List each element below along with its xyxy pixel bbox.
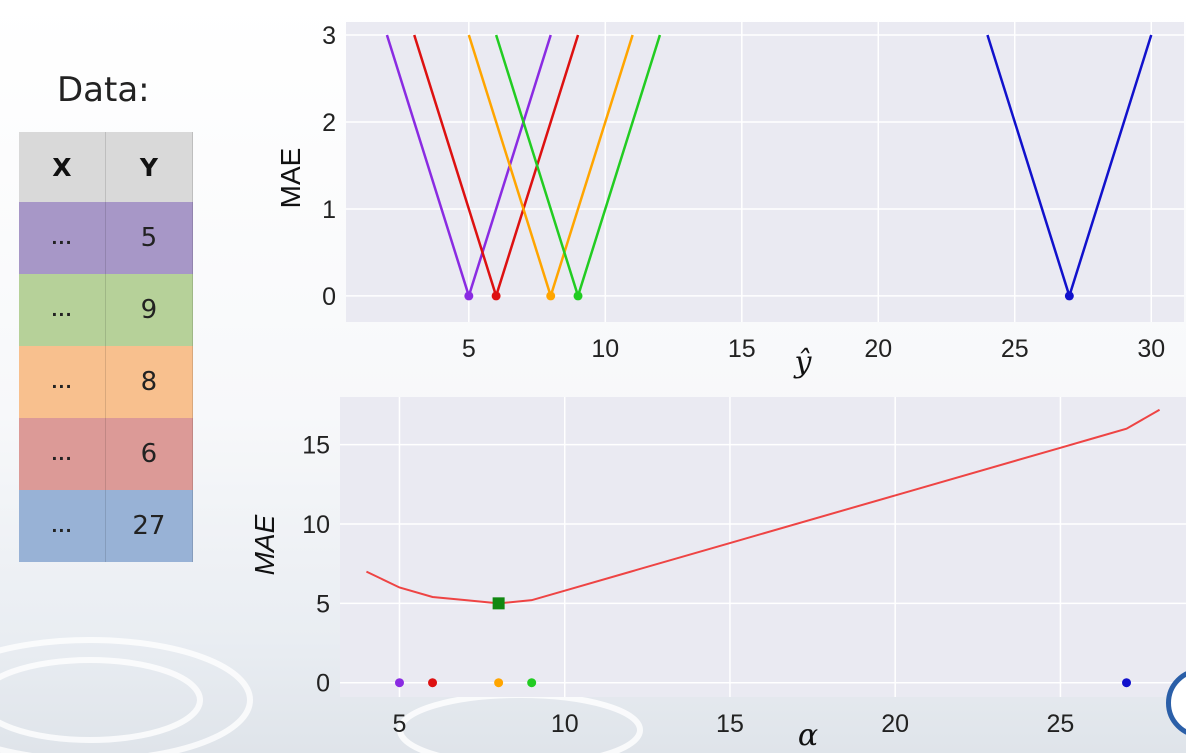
loss-curve bbox=[366, 408, 1161, 605]
x-tick-label: 15 bbox=[728, 335, 756, 363]
table-row: ... 27 bbox=[19, 490, 194, 562]
mae-vs-prediction-chart: 5 10 15 20 25 30 0 1 2 3 ŷ MAE bbox=[275, 22, 1184, 380]
cell-x: ... bbox=[19, 418, 106, 490]
y-tick-label: 15 bbox=[302, 432, 330, 460]
x-tick-label: 25 bbox=[1047, 710, 1075, 738]
x-tick-label: 5 bbox=[393, 710, 407, 738]
x-tick-label: 20 bbox=[881, 710, 909, 738]
x-axis-label: α bbox=[798, 718, 818, 753]
cell-y: 5 bbox=[105, 202, 194, 274]
table-row: ... 8 bbox=[19, 346, 194, 418]
y-tick-label: 10 bbox=[302, 511, 330, 539]
x-tick-label: 30 bbox=[1137, 335, 1165, 363]
data-point bbox=[1122, 678, 1132, 688]
cell-y: 8 bbox=[105, 346, 194, 418]
y-tick-label: 5 bbox=[316, 590, 330, 618]
table-row: ... 5 bbox=[19, 202, 194, 274]
x-tick-label: 10 bbox=[551, 710, 579, 738]
cell-x: ... bbox=[19, 346, 106, 418]
cell-y: 6 bbox=[105, 418, 194, 490]
mae-vs-alpha-chart: 5 10 15 20 25 0 5 10 15 α MAE bbox=[249, 397, 1186, 753]
cell-y: 9 bbox=[105, 274, 194, 346]
y-axis-label: MAE bbox=[275, 148, 306, 209]
x-tick-label: 20 bbox=[864, 335, 892, 363]
data-point bbox=[394, 678, 404, 688]
minimum-point bbox=[491, 291, 501, 301]
y-tick-label: 2 bbox=[322, 109, 336, 137]
table-row: ... 6 bbox=[19, 418, 194, 490]
x-axis-label: ŷ bbox=[793, 345, 813, 380]
x-tick-label: 25 bbox=[1001, 335, 1029, 363]
y-tick-label: 0 bbox=[322, 283, 336, 311]
table-header-row: X Y bbox=[19, 132, 194, 202]
x-tick-label: 5 bbox=[462, 335, 476, 363]
plot-area bbox=[340, 397, 1186, 697]
y-tick-label: 3 bbox=[322, 22, 336, 50]
cell-x: ... bbox=[19, 490, 106, 562]
data-table: X Y ... 5 ... 9 ... 8 ... 6 ... 27 bbox=[19, 132, 194, 562]
minimum-point bbox=[1064, 291, 1074, 301]
cell-x: ... bbox=[19, 202, 106, 274]
x-tick-label: 15 bbox=[716, 710, 744, 738]
header-x: X bbox=[19, 132, 106, 202]
minimum-marker bbox=[492, 597, 505, 610]
data-title: Data: bbox=[57, 70, 150, 110]
header-y: Y bbox=[105, 132, 194, 202]
x-tick-label: 10 bbox=[591, 335, 619, 363]
data-point bbox=[494, 678, 504, 688]
cell-y: 27 bbox=[105, 490, 194, 562]
table-row: ... 9 bbox=[19, 274, 194, 346]
plot-area bbox=[346, 22, 1184, 322]
minimum-point bbox=[573, 291, 583, 301]
data-point bbox=[428, 678, 438, 688]
y-tick-label: 0 bbox=[316, 670, 330, 698]
y-axis-label: MAE bbox=[249, 514, 280, 575]
data-point bbox=[527, 678, 537, 688]
y-tick-label: 1 bbox=[322, 196, 336, 224]
minimum-point bbox=[464, 291, 474, 301]
minimum-point bbox=[546, 291, 556, 301]
cell-x: ... bbox=[19, 274, 106, 346]
